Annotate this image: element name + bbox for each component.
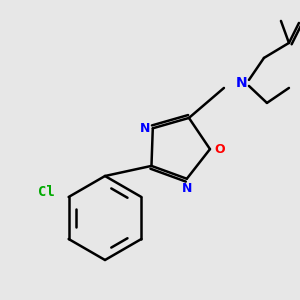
Text: N: N: [140, 122, 150, 135]
Text: O: O: [215, 142, 225, 156]
Text: N: N: [236, 76, 248, 90]
Text: N: N: [182, 182, 192, 195]
Text: Cl: Cl: [38, 185, 55, 199]
